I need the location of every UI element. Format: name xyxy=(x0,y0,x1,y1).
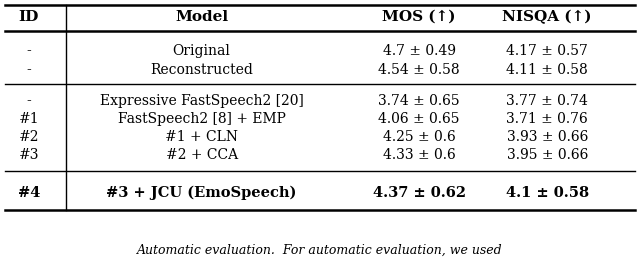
Text: Reconstructed: Reconstructed xyxy=(150,63,253,77)
Text: 4.33 ± 0.6: 4.33 ± 0.6 xyxy=(383,148,456,162)
Text: 4.25 ± 0.6: 4.25 ± 0.6 xyxy=(383,130,456,144)
Text: -: - xyxy=(26,94,31,108)
Text: #2 + CCA: #2 + CCA xyxy=(166,148,237,162)
Text: 3.74 ± 0.65: 3.74 ± 0.65 xyxy=(378,94,460,108)
Text: #1 + CLN: #1 + CLN xyxy=(165,130,238,144)
Text: 4.17 ± 0.57: 4.17 ± 0.57 xyxy=(506,44,588,58)
Text: 3.93 ± 0.66: 3.93 ± 0.66 xyxy=(506,130,588,144)
Text: 4.06 ± 0.65: 4.06 ± 0.65 xyxy=(378,112,460,126)
Text: -: - xyxy=(26,44,31,58)
Text: -: - xyxy=(26,63,31,77)
Text: Automatic evaluation.  For automatic evaluation, we used: Automatic evaluation. For automatic eval… xyxy=(137,244,503,256)
Text: Model: Model xyxy=(175,10,228,24)
Text: #3: #3 xyxy=(19,148,39,162)
Text: #1: #1 xyxy=(19,112,39,126)
Text: 4.1 ± 0.58: 4.1 ± 0.58 xyxy=(506,186,589,200)
Text: 4.7 ± 0.49: 4.7 ± 0.49 xyxy=(383,44,456,58)
Text: 4.54 ± 0.58: 4.54 ± 0.58 xyxy=(378,63,460,77)
Text: 3.95 ± 0.66: 3.95 ± 0.66 xyxy=(506,148,588,162)
Text: MOS (↑): MOS (↑) xyxy=(383,10,456,24)
Text: NISQA (↑): NISQA (↑) xyxy=(502,10,592,24)
Text: Original: Original xyxy=(173,44,230,58)
Text: 3.77 ± 0.74: 3.77 ± 0.74 xyxy=(506,94,588,108)
Text: ID: ID xyxy=(19,10,39,24)
Text: #3 + JCU (EmoSpeech): #3 + JCU (EmoSpeech) xyxy=(106,186,297,200)
Text: Expressive FastSpeech2 [20]: Expressive FastSpeech2 [20] xyxy=(100,94,303,108)
Text: 3.71 ± 0.76: 3.71 ± 0.76 xyxy=(506,112,588,126)
Text: #4: #4 xyxy=(18,186,40,200)
Text: FastSpeech2 [8] + EMP: FastSpeech2 [8] + EMP xyxy=(118,112,285,126)
Text: 4.11 ± 0.58: 4.11 ± 0.58 xyxy=(506,63,588,77)
Text: #2: #2 xyxy=(19,130,39,144)
Text: 4.37 ± 0.62: 4.37 ± 0.62 xyxy=(372,186,466,200)
